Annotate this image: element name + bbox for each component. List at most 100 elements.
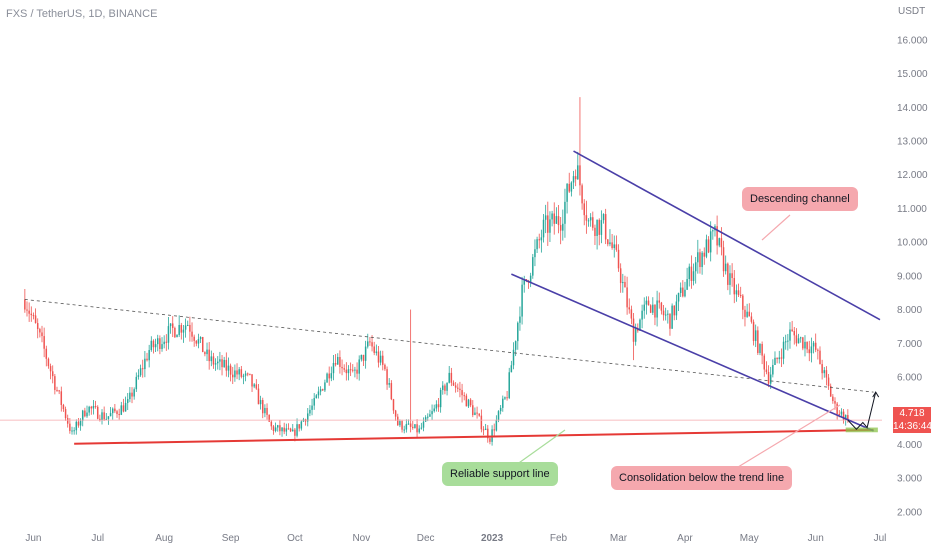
- candle: [165, 334, 168, 351]
- currency-label: USDT: [898, 6, 925, 17]
- candle: [566, 183, 568, 214]
- candle: [630, 305, 633, 325]
- candle: [51, 365, 54, 384]
- candle: [174, 326, 176, 338]
- candle: [221, 355, 223, 376]
- candle: [326, 372, 328, 383]
- candle: [435, 400, 438, 412]
- candle: [349, 362, 352, 377]
- candle: [307, 407, 309, 427]
- candle: [611, 233, 613, 250]
- candle: [622, 273, 624, 293]
- candle: [480, 409, 483, 433]
- candle: [439, 387, 442, 413]
- candle: [424, 415, 427, 422]
- candle: [457, 383, 459, 393]
- candle: [32, 312, 35, 320]
- candle: [737, 283, 740, 297]
- candle: [418, 425, 420, 434]
- candle: [229, 363, 232, 382]
- candle: [375, 344, 378, 356]
- support-line[interactable]: [74, 428, 874, 445]
- candle: [114, 404, 116, 414]
- channel-lower-line[interactable]: [511, 273, 874, 432]
- candle: [750, 312, 753, 324]
- candle: [733, 270, 736, 304]
- candle: [223, 356, 225, 368]
- candle: [772, 359, 774, 378]
- candle: [748, 303, 751, 317]
- candle: [416, 419, 418, 438]
- candle: [478, 413, 480, 417]
- channel-upper-line[interactable]: [573, 150, 881, 321]
- candle: [392, 398, 395, 414]
- candle: [313, 393, 315, 410]
- candle: [103, 406, 105, 421]
- candle: [433, 404, 435, 413]
- candle: [84, 407, 86, 418]
- price-tick-label: 8.000: [897, 305, 922, 316]
- candle: [482, 426, 485, 436]
- candle: [641, 304, 643, 329]
- candle: [324, 379, 326, 392]
- candle: [671, 303, 673, 329]
- candle: [247, 372, 249, 377]
- candle: [244, 370, 247, 382]
- candle: [197, 333, 200, 349]
- symbol-title: FXS / TetherUS, 1D, BINANCE: [6, 8, 158, 20]
- candle: [667, 310, 669, 324]
- candle: [234, 364, 236, 382]
- candle: [66, 414, 69, 428]
- candle: [557, 205, 560, 234]
- candle: [77, 418, 80, 428]
- candle: [840, 408, 843, 417]
- candle: [579, 97, 581, 196]
- candle: [632, 312, 635, 361]
- candle: [727, 262, 729, 291]
- candle: [133, 387, 135, 400]
- candle: [283, 422, 285, 435]
- candle: [568, 172, 570, 193]
- time-axis[interactable]: Jun Jul Aug Sep Oct Nov Dec 2023 Feb Mar Apr May Jun…: [25, 533, 886, 544]
- candle: [544, 204, 547, 234]
- candle: [682, 280, 684, 298]
- candle: [789, 322, 791, 349]
- candle: [718, 237, 721, 248]
- candle: [47, 357, 50, 369]
- candle: [574, 169, 577, 187]
- candle: [510, 360, 513, 373]
- candle: [585, 200, 588, 234]
- candle: [429, 409, 431, 417]
- candle: [757, 326, 759, 355]
- candle: [628, 298, 630, 314]
- candle: [504, 396, 506, 400]
- candle: [231, 366, 234, 385]
- candle: [506, 390, 508, 401]
- candle: [36, 318, 39, 339]
- time-tick-label: Jun: [808, 533, 824, 544]
- candle: [810, 337, 813, 363]
- candle: [422, 417, 425, 432]
- candle: [227, 357, 230, 378]
- candle: [823, 367, 826, 378]
- candle: [109, 406, 112, 417]
- candle: [225, 352, 228, 377]
- candle: [744, 305, 746, 327]
- time-tick-label: 2023: [481, 533, 504, 544]
- candle: [442, 381, 444, 395]
- callout-descending-channel: Descending channel: [742, 187, 858, 211]
- candlestick-series: [24, 97, 849, 446]
- candle: [339, 350, 341, 374]
- candle: [624, 275, 626, 288]
- dotted-trend-line[interactable]: [24, 299, 874, 393]
- candle: [491, 425, 493, 446]
- price-axis[interactable]: USDT2.0003.0004.0005.0006.0007.0008.0009…: [897, 6, 928, 518]
- candle: [714, 224, 716, 237]
- candle: [832, 394, 834, 404]
- candle: [394, 409, 397, 421]
- candle: [401, 419, 403, 433]
- candle: [508, 367, 510, 400]
- candle: [124, 396, 127, 412]
- candle: [658, 292, 660, 309]
